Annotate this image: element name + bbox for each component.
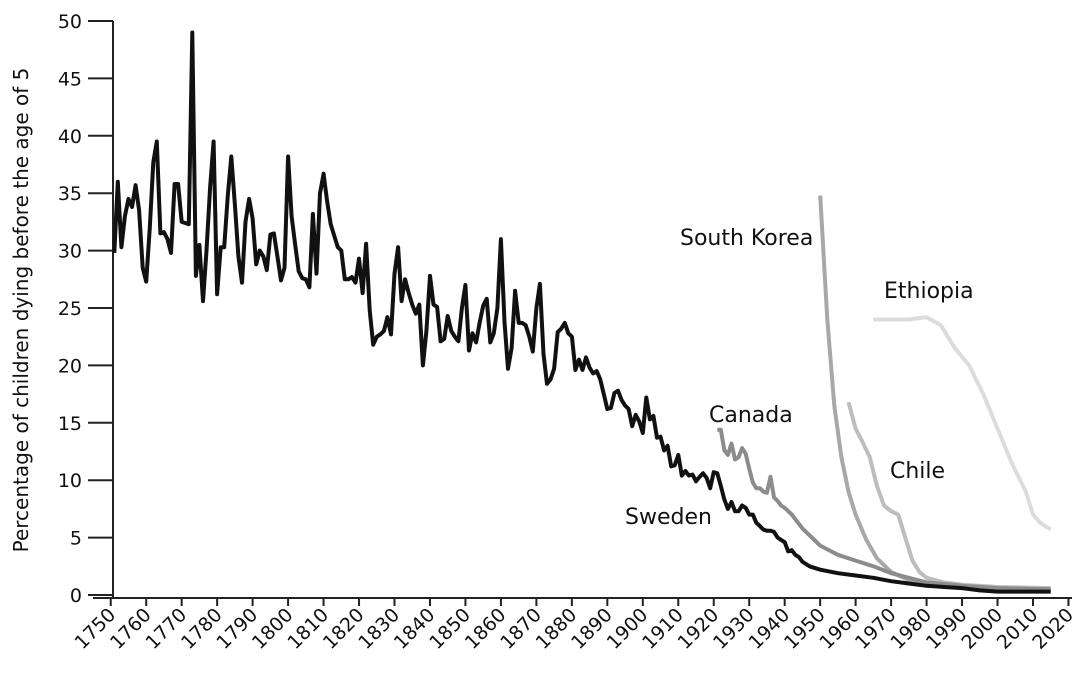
series-line [873, 315, 1052, 532]
series-label: Chile [890, 459, 945, 484]
series-line [818, 195, 1051, 593]
series-label: Canada [709, 403, 793, 428]
y-tick-label: 0 [70, 585, 82, 607]
y-tick-label: 20 [58, 355, 82, 377]
y-tick-label: 25 [58, 298, 82, 320]
series-line [717, 427, 1051, 592]
y-tick-label: 15 [58, 413, 82, 435]
series-label: Sweden [625, 505, 712, 530]
y-tick-label: 35 [58, 183, 82, 205]
y-tick-label: 5 [70, 528, 82, 550]
y-tick-label: 10 [58, 470, 82, 492]
y-tick-label: 45 [58, 68, 82, 90]
series-label: Ethiopia [884, 279, 974, 304]
y-axis-label: Percentage of children dying before the … [9, 68, 33, 553]
series-line [112, 30, 1051, 594]
y-tick-label: 40 [58, 126, 82, 148]
series-label: South Korea [680, 226, 813, 251]
y-tick-label: 30 [58, 241, 82, 263]
y-tick-label: 50 [58, 11, 82, 33]
x-tick-label: 2020 [1028, 604, 1078, 654]
